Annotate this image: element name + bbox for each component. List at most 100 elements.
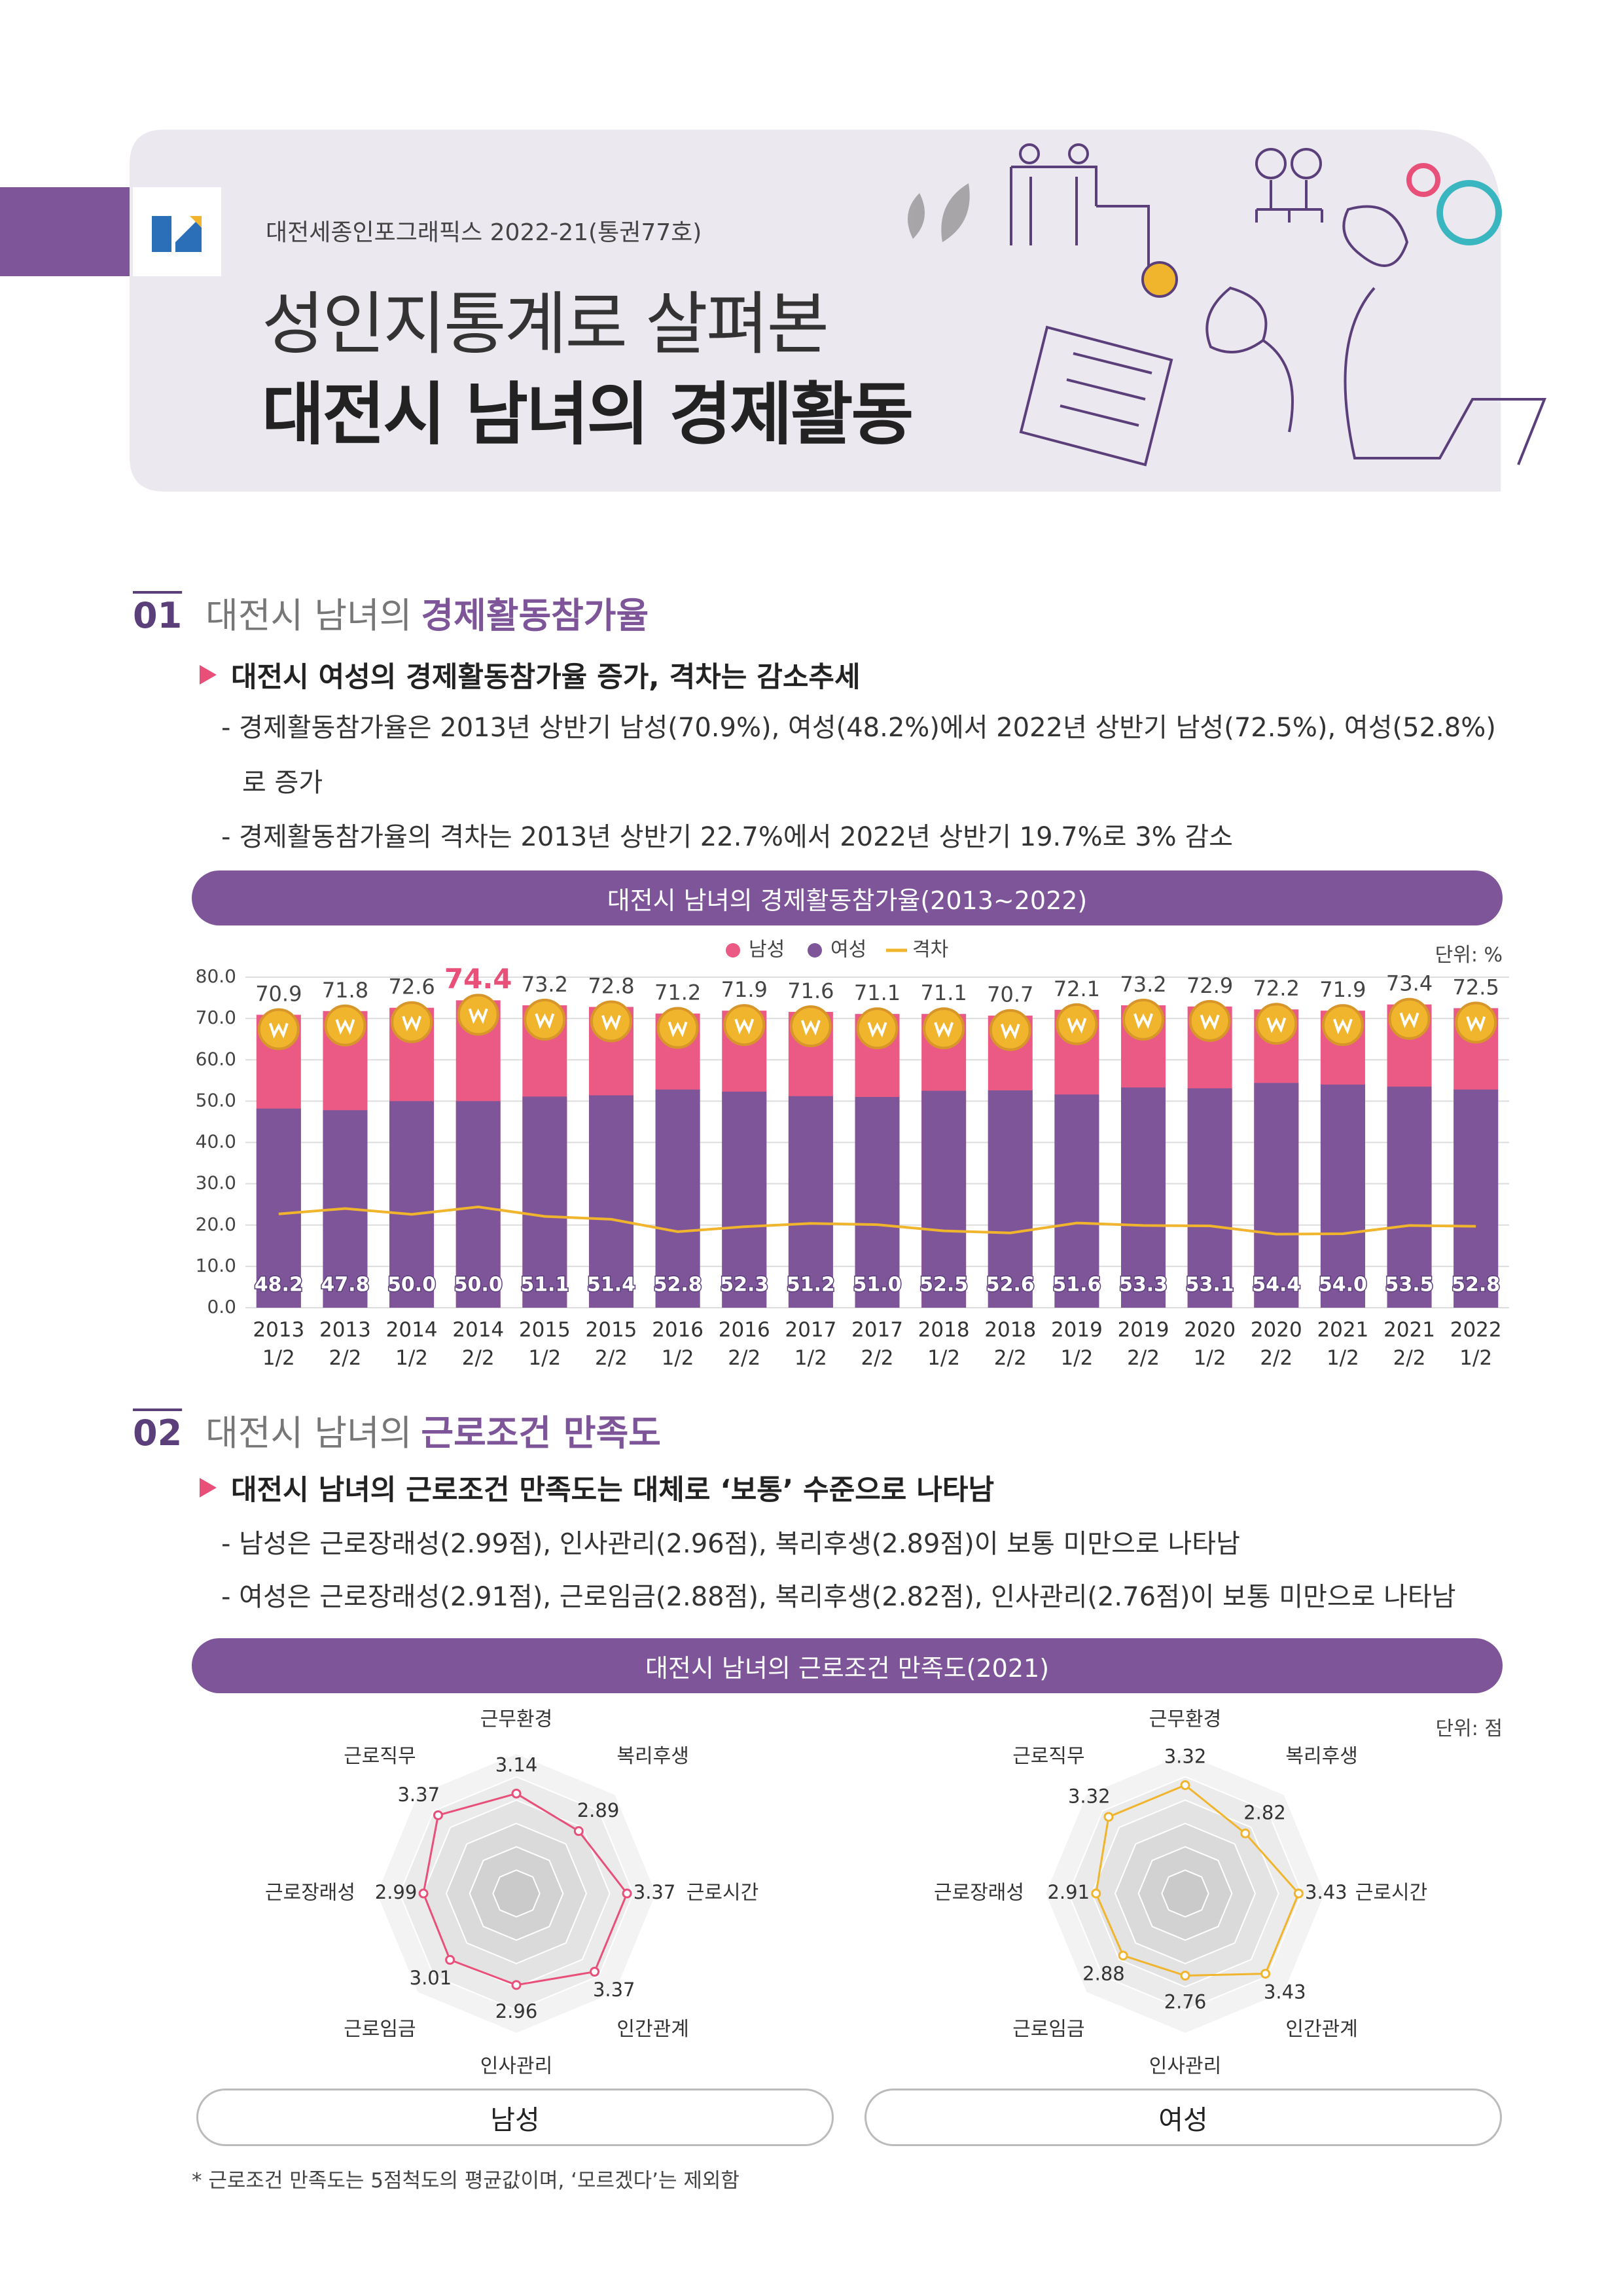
radar-point (511, 1980, 522, 1990)
coin (789, 1005, 832, 1048)
x-tick-label: 2019 2/2 (1117, 1318, 1169, 1370)
radar-point (1103, 1812, 1114, 1822)
section-number: 02 (133, 1412, 183, 1454)
value-label: 3.32 (1068, 1785, 1111, 1807)
radar-point (511, 1788, 522, 1799)
radar-ring (1161, 1869, 1209, 1918)
value-label: 53.1 (1186, 1274, 1234, 1297)
bar (722, 1091, 767, 1308)
value-label: 72.9 (1186, 973, 1233, 998)
value-label: 70.9 (255, 981, 302, 1006)
bar (1387, 1086, 1432, 1308)
coin (856, 1007, 899, 1050)
chart-title: 대전시 남녀의 경제활동참가율(2013~2022) (192, 870, 1503, 925)
value-label: 52.5 (919, 1274, 968, 1297)
bar (921, 1090, 967, 1308)
radar-point (433, 1810, 443, 1820)
coin (1321, 1004, 1364, 1047)
coin (1388, 997, 1431, 1040)
value-label: 72.5 (1453, 975, 1499, 999)
radar-point (1240, 1828, 1251, 1839)
bar (988, 1090, 1033, 1308)
axis-label: 근무환경 (480, 1708, 552, 1731)
section-heading: 02 대전시 남녀의 근로조건 만족도 (133, 1404, 661, 1456)
illustration (1010, 143, 1546, 467)
axis-label: 근로직무 (344, 1745, 416, 1768)
legend-label: 여성 (830, 939, 866, 961)
x-tick-label: 2014 1/2 (385, 1318, 438, 1370)
x-tick-label: 2020 2/2 (1250, 1318, 1302, 1370)
bar (256, 1108, 301, 1308)
value-label: 2.88 (1082, 1963, 1125, 1985)
value-label: 52.8 (654, 1274, 702, 1297)
series-label: 대전세종인포그래픽스 2022-21(통권77호) (266, 219, 702, 246)
header-bar (0, 187, 130, 276)
coin (923, 1007, 965, 1050)
value-label: 73.2 (1120, 972, 1166, 997)
headline: 대전시 여성의 경제활동참가율 증가, 격차는 감소추세 (200, 655, 861, 695)
value-label: 72.1 (1054, 977, 1100, 1001)
item: - 경제활동참가율의 격차는 2013년 상반기 22.7%에서 2022년 상… (221, 822, 1233, 852)
section-title-bold: 근로조건 만족도 (421, 1412, 661, 1454)
value-label: 51.4 (587, 1274, 635, 1297)
coin-symbol (1133, 1013, 1153, 1030)
bar (1054, 1094, 1099, 1308)
axis-label: 인간관계 (616, 2018, 688, 2041)
coin (257, 1008, 300, 1050)
x-tick-label: 2021 1/2 (1317, 1318, 1369, 1370)
coin-symbol (535, 1013, 555, 1030)
bar (788, 1096, 833, 1308)
coin (457, 994, 499, 1036)
coin-symbol (734, 1018, 755, 1035)
axis-label: 근로시간 (1355, 1882, 1427, 1905)
coin (324, 1004, 366, 1047)
coin-symbol (1399, 1013, 1419, 1028)
coin (391, 1001, 433, 1043)
y-tick-label: 80.0 (196, 965, 236, 987)
header-box (130, 130, 1501, 492)
value-label: 3.43 (1305, 1881, 1347, 1903)
y-tick-label: 70.0 (196, 1007, 236, 1028)
coin (723, 1004, 766, 1047)
value-label: 2.89 (577, 1799, 620, 1821)
coin-symbol (1000, 1024, 1020, 1039)
value-label: 71.9 (721, 977, 768, 1002)
axis-label: 근로장래성 (265, 1882, 355, 1905)
value-label: 71.6 (787, 978, 834, 1003)
bar (522, 1096, 567, 1308)
coin-symbol (1200, 1014, 1220, 1031)
value-label: 3.01 (410, 1967, 452, 1989)
bar (1254, 1083, 1299, 1308)
axis-label: 인사관리 (480, 2055, 552, 2078)
value-label: 52.6 (986, 1274, 1035, 1297)
coin-symbol (1466, 1016, 1486, 1032)
bullet (200, 1478, 217, 1498)
value-label: 72.2 (1253, 976, 1300, 1001)
logo-accent (190, 216, 202, 228)
coin (1255, 1003, 1298, 1045)
x-tick-label: 2017 1/2 (785, 1318, 837, 1370)
bar (455, 1101, 501, 1308)
coin-symbol (268, 1022, 289, 1039)
coin-symbol (867, 1022, 887, 1038)
coin-symbol (468, 1008, 488, 1024)
x-tick-label: 2018 2/2 (984, 1318, 1037, 1370)
radar-point (418, 1888, 429, 1899)
coin-symbol (335, 1019, 355, 1035)
coin (1122, 998, 1165, 1041)
value-label: 53.5 (1385, 1274, 1434, 1297)
bar (1187, 1088, 1232, 1308)
value-label: 51.1 (520, 1274, 569, 1297)
value-label: 2.96 (495, 2000, 538, 2022)
value-label: 54.0 (1319, 1274, 1367, 1297)
value-label: 71.1 (921, 980, 967, 1005)
x-tick-label: 2018 1/2 (918, 1318, 970, 1370)
legend-swatch (808, 943, 822, 958)
x-tick-label: 2014 2/2 (452, 1318, 505, 1370)
value-label: 3.43 (1264, 1981, 1306, 2003)
coin-symbol (1067, 1018, 1087, 1034)
radar-point (1091, 1888, 1101, 1899)
radar-point (1180, 1780, 1190, 1791)
value-label: 2.76 (1164, 1991, 1207, 2013)
